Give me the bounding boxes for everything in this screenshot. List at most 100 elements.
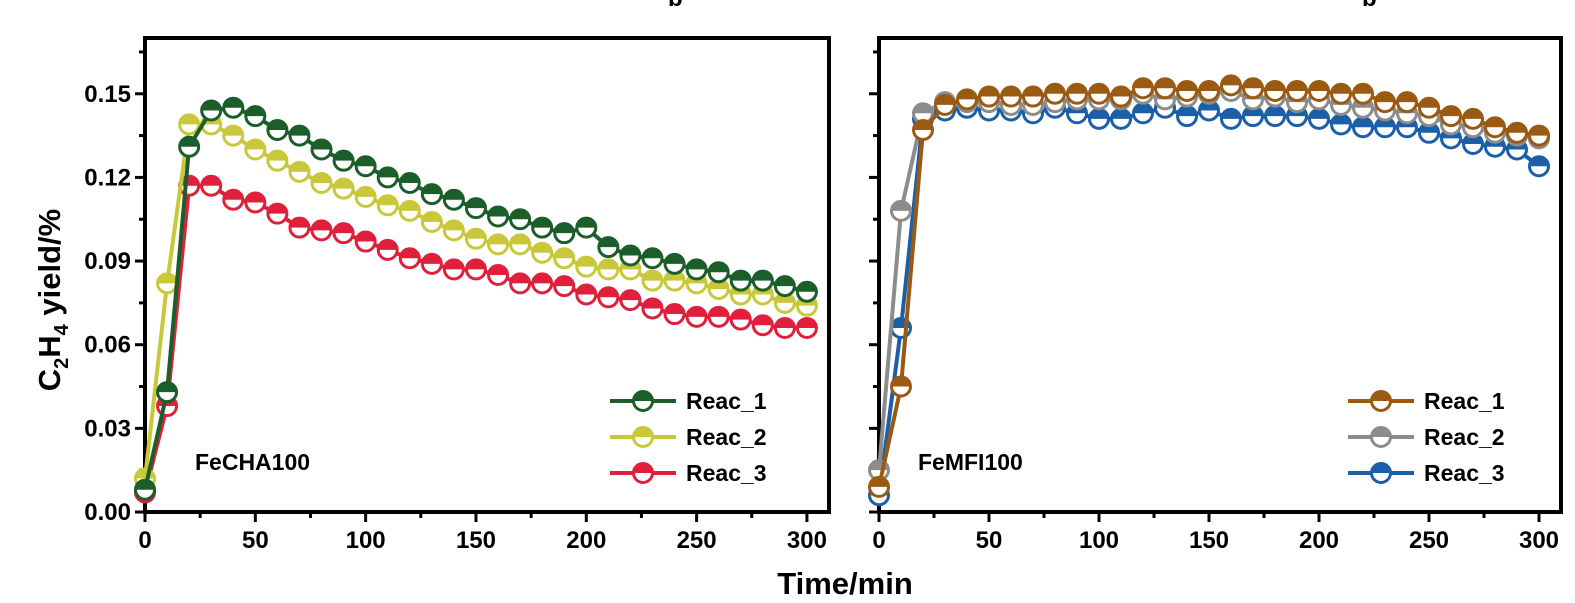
legend-marker [632,462,654,484]
data-point [1110,85,1132,108]
data-point [1066,82,1088,105]
data-point [200,174,223,197]
data-point [178,135,201,158]
x-tick-label: 300 [1519,527,1559,554]
data-point [354,155,377,178]
data-point [354,185,377,208]
data-point [178,113,201,136]
panel-label: FeCHA100 [195,449,310,475]
data-point [795,316,818,339]
data-point [751,269,774,292]
data-point [641,297,664,320]
data-point [663,252,686,275]
data-point [509,208,532,231]
plot-frame [877,36,1563,514]
legend-marker [1370,462,1392,484]
data-point [376,238,399,261]
data-point [597,236,620,259]
data-point [200,99,223,122]
data-point [956,88,978,111]
data-point [1176,79,1198,102]
x-tick-label: 0 [138,527,151,554]
data-point [619,289,642,312]
data-point [685,305,708,328]
data-point [1176,105,1198,128]
data-point [442,219,465,242]
data-point [442,188,465,211]
data-point [1154,77,1176,100]
x-tick-label: 100 [1079,527,1119,554]
data-point [890,375,912,398]
data-point [1528,155,1550,178]
data-point [773,316,796,339]
data-point [1132,77,1154,100]
legend-marker [1370,390,1392,412]
y-tick-label: 0.15 [84,81,131,108]
data-point [244,138,267,161]
x-tick-label: 150 [1189,527,1229,554]
data-point [575,216,598,239]
data-point [1352,116,1374,139]
data-point [332,177,355,200]
data-point [663,303,686,326]
legend-label: Reac_3 [1424,460,1505,486]
x-tick-label: 200 [1299,527,1339,554]
data-point [531,241,554,264]
x-axis-title: Time/min [777,566,913,601]
data-point [1198,79,1220,102]
data-point [354,230,377,253]
data-point [156,272,179,295]
data-point [1418,96,1440,119]
data-point [420,211,443,234]
data-point [266,202,289,225]
data-point [575,255,598,278]
data-point [222,188,245,211]
data-point [310,138,333,161]
data-point [487,205,510,228]
x-tick-label: 250 [1409,527,1449,554]
data-point [619,244,642,267]
data-point [553,275,576,298]
data-point [1484,116,1506,139]
data-point [156,381,179,404]
data-point [464,227,487,250]
data-point [222,124,245,147]
data-point [1242,77,1264,100]
y-tick-label: 0.09 [84,248,131,275]
x-tick-label: 100 [346,527,386,554]
data-point [332,222,355,245]
x-tick-label: 200 [566,527,606,554]
data-point [1440,105,1462,128]
data-point [575,283,598,306]
data-point [1352,82,1374,105]
data-point [553,247,576,270]
data-point [376,194,399,217]
x-tick-label: 50 [976,527,1003,554]
data-point [288,160,311,183]
plot-frame [143,36,831,514]
legend-label: Reac_1 [686,388,767,414]
data-point [1396,91,1418,114]
data-point [310,219,333,242]
data-point [1132,102,1154,125]
legend-marker [1370,426,1392,448]
legend-label: Reac_2 [1424,424,1505,450]
y-tick-label: 0.06 [84,332,131,359]
data-point [1330,82,1352,105]
data-point [398,247,421,270]
data-point [288,124,311,147]
panel-femfi100: 0 50 100 150 200 250 300 FeMFI100 Reac_1 Reac_2 Re… [868,36,1563,554]
data-point [1308,79,1330,102]
y-tick-label: 0.00 [84,499,131,526]
y-tick-label: 0.03 [84,415,131,442]
data-point [288,216,311,239]
data-point [707,261,730,284]
data-point [1264,105,1286,128]
data-point [134,478,156,501]
data-point [729,269,752,292]
data-point [1110,107,1132,130]
legend-label: Reac_1 [1424,388,1505,414]
data-point [398,171,421,194]
data-point [707,305,730,328]
x-tick-label: 0 [872,527,885,554]
